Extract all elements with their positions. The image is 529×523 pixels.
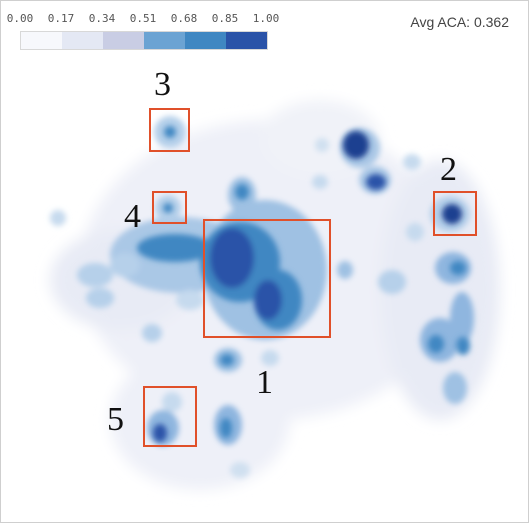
- region-box-1: [203, 219, 331, 338]
- colorbar-tick-label: 1.00: [252, 12, 280, 25]
- region-box-2: [433, 191, 477, 236]
- colorbar-tick-label: 0.00: [6, 12, 34, 25]
- region-label-1: 1: [256, 364, 273, 401]
- region-label-4: 4: [124, 198, 141, 235]
- avg-aca-label: Avg ACA: 0.362: [410, 14, 509, 30]
- colorbar-swatch: [62, 32, 103, 49]
- colorbar-swatch: [185, 32, 226, 49]
- heat-high: [137, 126, 470, 442]
- colorbar-tick-labels: 0.00 0.17 0.34 0.51 0.68 0.85 1.00: [4, 12, 304, 28]
- colorbar: [20, 31, 268, 50]
- colorbar-swatch: [103, 32, 144, 49]
- colorbar-tick-label: 0.34: [88, 12, 116, 25]
- colorbar-swatch: [21, 32, 62, 49]
- colorbar-swatch: [144, 32, 185, 49]
- colorbar-tick-label: 0.85: [211, 12, 239, 25]
- region-box-5: [143, 386, 197, 447]
- colorbar-tick-label: 0.17: [47, 12, 75, 25]
- colorbar-swatch: [226, 32, 267, 49]
- colorbar-tick-label: 0.51: [129, 12, 157, 25]
- region-label-5: 5: [107, 401, 124, 438]
- colorbar-tick-label: 0.68: [170, 12, 198, 25]
- region-box-4: [152, 191, 187, 224]
- region-box-3: [149, 108, 190, 152]
- region-label-2: 2: [440, 151, 457, 188]
- region-label-3: 3: [154, 66, 171, 103]
